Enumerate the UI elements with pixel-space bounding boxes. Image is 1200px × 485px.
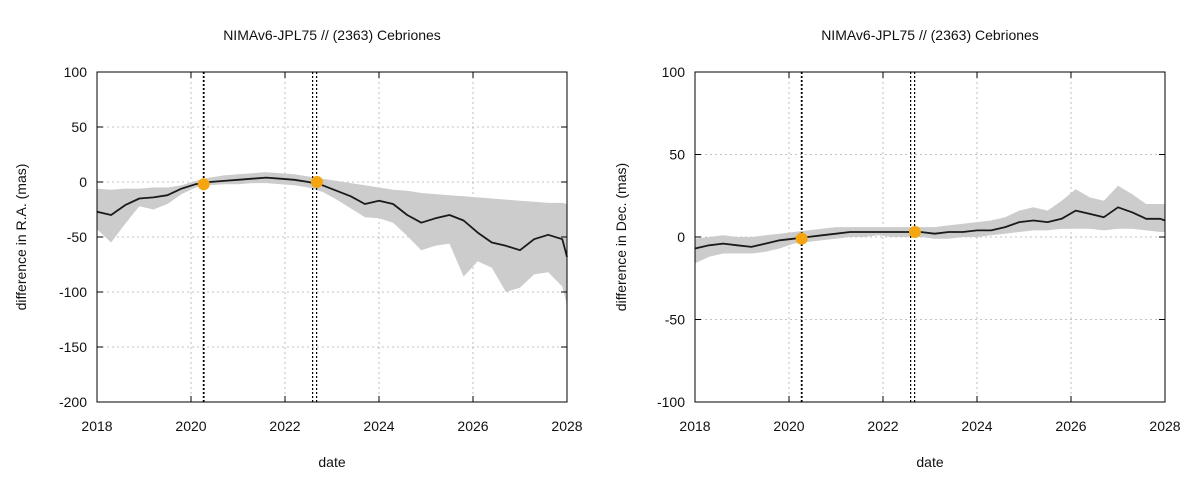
y-tick-label: -50 — [665, 312, 685, 328]
y-tick-label: -150 — [59, 339, 87, 355]
uncertainty-band — [97, 172, 567, 306]
x-tick-label: 2026 — [457, 418, 488, 434]
observation-marker — [795, 232, 808, 245]
x-tick-label: 2026 — [1055, 418, 1086, 434]
dec-difference-panel: -100 -50 0 50 100 2018 2020 2022 2024 2026 2028 NIM… — [613, 27, 1181, 470]
uncertainty-band — [695, 185, 1165, 264]
y-tick-label: -200 — [59, 394, 87, 410]
observation-marker — [310, 176, 323, 188]
y-tick-label: 100 — [64, 64, 88, 80]
y-tick-label: 50 — [71, 119, 87, 135]
y-axis-label: difference in R.A. (mas) — [13, 164, 29, 311]
observation-marker — [908, 226, 921, 239]
chart-title: NIMAv6-JPL75 // (2363) Cebriones — [821, 27, 1039, 43]
x-tick-label: 2020 — [773, 418, 804, 434]
x-tick-label: 2028 — [1149, 418, 1180, 434]
y-tick-label: -50 — [67, 229, 87, 245]
x-tick-label: 2018 — [81, 418, 112, 434]
x-tick-label: 2018 — [679, 418, 710, 434]
observation-marker — [197, 178, 210, 191]
x-axis-label: date — [318, 454, 345, 470]
chart-title: NIMAv6-JPL75 // (2363) Cebriones — [223, 27, 441, 43]
y-axis-label: difference in Dec. (mas) — [613, 163, 629, 311]
x-tick-label: 2022 — [269, 418, 300, 434]
y-tick-label: 100 — [662, 64, 686, 80]
x-axis-label: date — [916, 454, 943, 470]
difference-line — [96, 176, 568, 258]
y-tick-label: 0 — [79, 174, 87, 190]
y-tick-label: -100 — [59, 284, 87, 300]
y-tick-label: 0 — [677, 229, 685, 245]
y-tick-label: 50 — [669, 147, 685, 163]
x-tick-label: 2022 — [867, 418, 898, 434]
difference-line — [694, 206, 1166, 250]
ra-difference-panel: -200 -150 -100 -50 0 50 100 2018 2020 2022 2024 202… — [13, 27, 583, 470]
x-tick-label: 2024 — [961, 418, 992, 434]
x-tick-label: 2024 — [363, 418, 394, 434]
x-tick-label: 2020 — [175, 418, 206, 434]
x-tick-label: 2028 — [551, 418, 582, 434]
y-tick-label: -100 — [657, 394, 685, 410]
